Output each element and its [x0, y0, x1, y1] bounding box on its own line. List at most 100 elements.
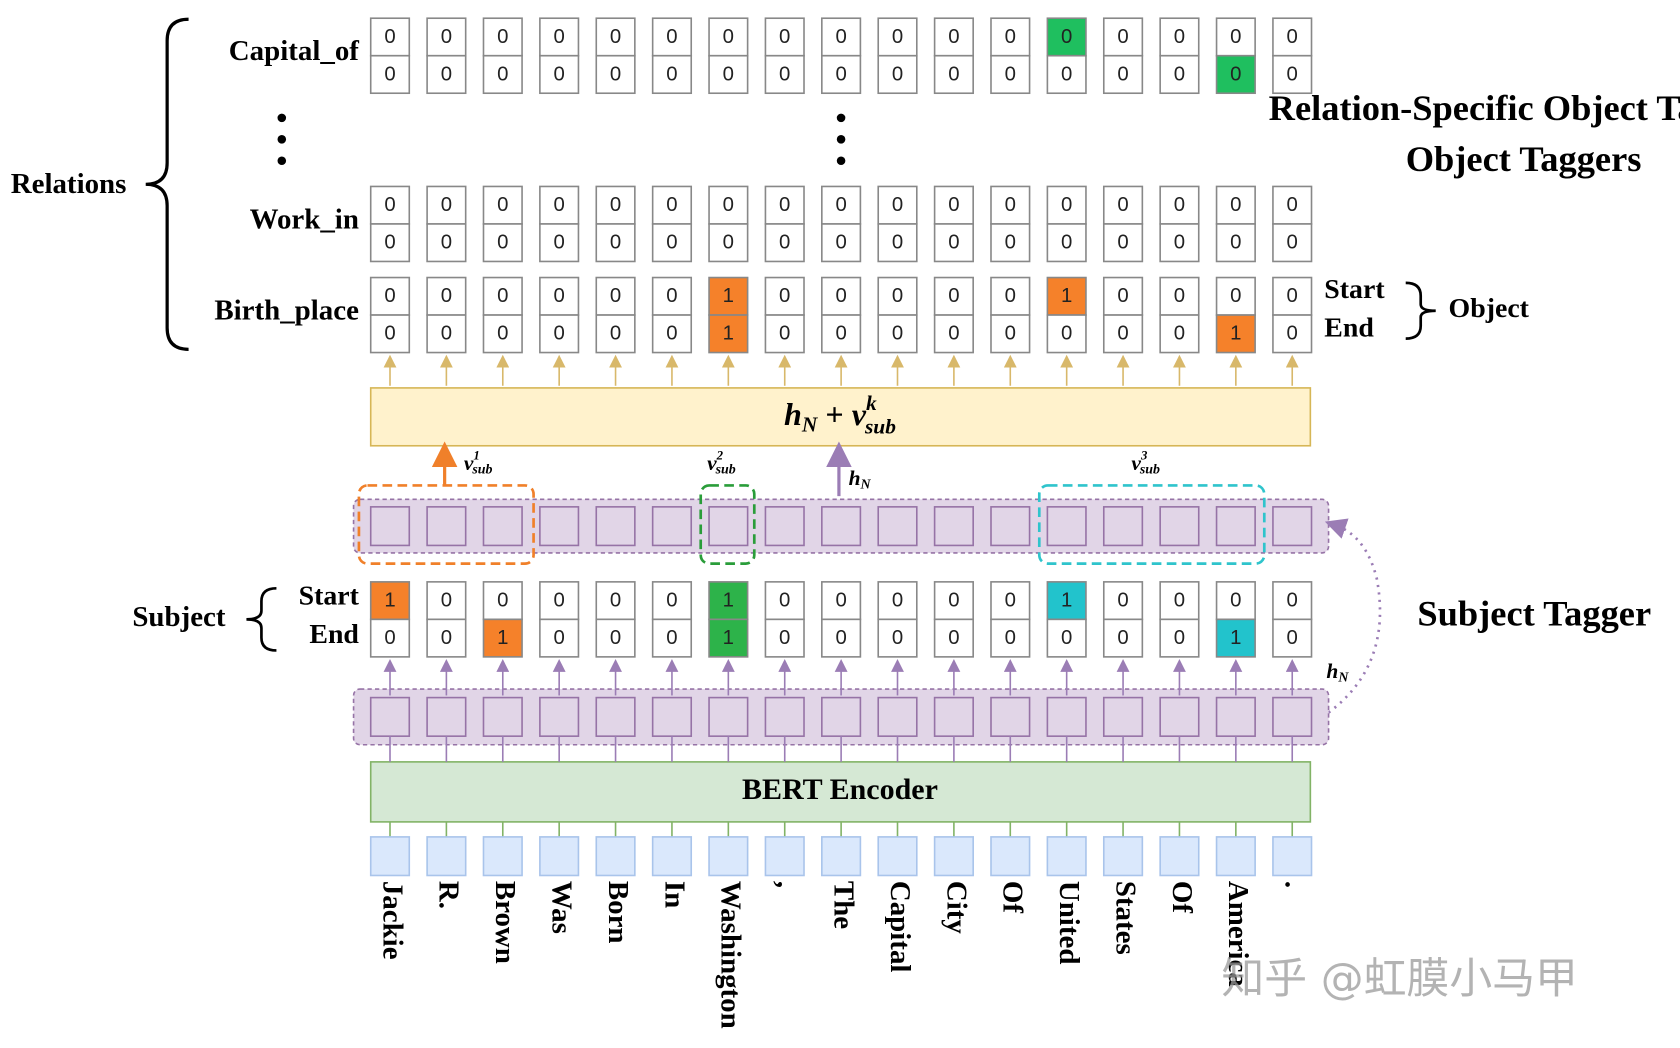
tag-value: 0	[610, 590, 621, 612]
tag-value: 1	[1061, 590, 1072, 612]
tag-value: 0	[835, 590, 846, 612]
tag-value: 0	[1117, 26, 1128, 48]
tag-value: 0	[554, 627, 565, 649]
tag-cell	[877, 54, 918, 95]
subject-span-box	[699, 484, 756, 565]
tag-value: 0	[1287, 232, 1298, 254]
tag-value: 0	[441, 590, 452, 612]
token: Of	[997, 881, 1029, 913]
tag-value: 0	[666, 232, 677, 254]
token-embedding	[1272, 836, 1313, 877]
token-embedding	[990, 836, 1031, 877]
tag-cell	[369, 618, 411, 658]
subject-start-label: Start	[299, 580, 360, 611]
tag-cell	[708, 314, 749, 354]
object-end-label: End	[1324, 312, 1374, 343]
token: United	[1053, 881, 1085, 965]
tag-cell	[651, 54, 693, 95]
tag-value: 0	[610, 63, 621, 85]
subject-encoding	[539, 506, 580, 547]
tag-cell	[764, 581, 805, 621]
tag-cell	[933, 223, 974, 263]
tag-value: 0	[1230, 285, 1241, 307]
tag-value: 0	[1117, 590, 1128, 612]
tag-value: 0	[554, 63, 565, 85]
tag-cell	[539, 581, 580, 621]
tag-cell	[539, 618, 580, 658]
token-encoding	[764, 696, 805, 737]
object-tagger-title: Object Taggers	[1406, 139, 1642, 179]
tag-cell	[1102, 618, 1144, 658]
tag-cell	[821, 581, 862, 621]
tag-cell	[933, 54, 974, 95]
tag-cell	[990, 618, 1031, 658]
tag-cell	[1046, 223, 1087, 263]
tag-cell	[1272, 618, 1313, 658]
token-encoding	[1046, 696, 1087, 737]
tag-cell	[933, 581, 974, 621]
object-label: Object	[1449, 293, 1530, 324]
tag-cell	[877, 314, 918, 354]
tag-cell	[1102, 276, 1144, 316]
token: Was	[546, 881, 578, 934]
tag-cell	[1102, 314, 1144, 354]
token: Born	[602, 881, 634, 944]
tag-value: 0	[610, 26, 621, 48]
tag-cell	[426, 276, 467, 316]
tag-cell	[595, 223, 636, 263]
token-embedding	[764, 836, 805, 877]
subject-span-box	[1037, 484, 1266, 565]
tag-value: 0	[892, 194, 903, 216]
tag-cell	[1102, 223, 1144, 263]
tag-cell	[369, 314, 411, 354]
tag-value: 0	[835, 627, 846, 649]
tag-cell	[1272, 17, 1313, 57]
tag-cell	[933, 314, 974, 354]
subject-encoding	[1102, 506, 1144, 547]
tag-cell	[651, 314, 693, 354]
object-tagger-title: Relation-Specific Object Taggers	[1269, 88, 1680, 128]
tag-value: 0	[948, 63, 959, 85]
tag-value: 0	[892, 232, 903, 254]
subject-vector-label: v2 sub	[707, 448, 736, 477]
tag-value: 1	[723, 285, 734, 307]
tag-value: 0	[948, 627, 959, 649]
tag-value: 0	[835, 232, 846, 254]
tag-value: 0	[1117, 63, 1128, 85]
tag-cell	[1046, 581, 1087, 621]
tag-value: 0	[1005, 627, 1016, 649]
tag-value: 0	[554, 194, 565, 216]
tag-cell	[877, 276, 918, 316]
tag-cell	[369, 581, 411, 621]
tag-value: 0	[1005, 194, 1016, 216]
tag-cell	[426, 54, 467, 95]
tag-cell	[482, 185, 523, 225]
tag-cell	[369, 54, 411, 95]
relation-label: Work_in	[250, 203, 359, 235]
tag-value: 0	[666, 194, 677, 216]
tag-value: 0	[1287, 590, 1298, 612]
tag-cell	[821, 314, 862, 354]
tag-cell	[482, 54, 523, 95]
token: In	[658, 881, 690, 908]
tag-cell	[482, 223, 523, 263]
encoder-label: BERT Encoder	[742, 773, 938, 806]
tag-value: 0	[779, 63, 790, 85]
tag-cell	[539, 314, 580, 354]
tag-value: 0	[1117, 194, 1128, 216]
tag-cell	[482, 581, 523, 621]
ellipsis-dot	[277, 156, 287, 166]
token-embedding	[651, 836, 693, 877]
token-embedding	[708, 836, 749, 877]
tag-value: 0	[948, 323, 959, 345]
token-encoding	[651, 696, 693, 737]
tag-value: 0	[554, 232, 565, 254]
tag-value: 0	[892, 285, 903, 307]
tag-cell	[595, 581, 636, 621]
tag-value: 1	[723, 323, 734, 345]
tag-cell	[933, 276, 974, 316]
tag-value: 0	[1005, 232, 1016, 254]
tag-value: 0	[1005, 26, 1016, 48]
token: Capital	[884, 881, 916, 973]
token-encoding	[933, 696, 974, 737]
